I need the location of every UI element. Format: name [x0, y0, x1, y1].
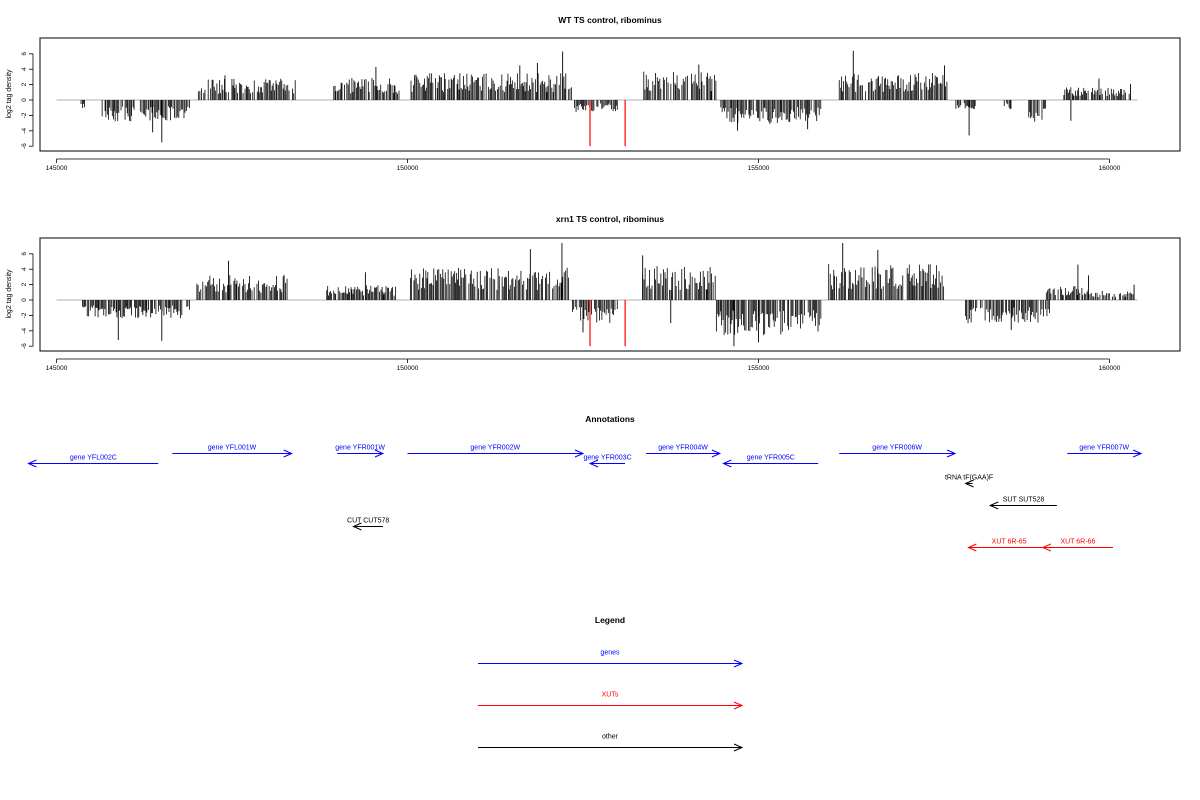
feature-arrow-head — [27, 459, 37, 468]
feature-label: gene YFR007W — [1079, 445, 1129, 452]
feature-label: tRNA tF(GAA)F — [945, 475, 993, 482]
feature-label: SUT SUT528 — [1003, 497, 1045, 504]
legend-arrow-head — [733, 659, 744, 668]
legend-arrow-head — [733, 743, 744, 752]
feature-arrow-head — [352, 522, 362, 531]
feature-arrow-head — [283, 449, 293, 458]
y-tick-label: 6 — [21, 252, 28, 256]
wt-track-axes: 6 4 2 0 -2 -4 -6 145000 150000 155000 160000 — [21, 52, 1121, 172]
y-tick-label: -4 — [21, 328, 28, 334]
x-tick-label: 160000 — [1099, 365, 1121, 372]
feature-label: XUT 6R-65 — [992, 539, 1027, 546]
xrn1-track-ylabel: log2 tag density — [6, 269, 13, 319]
wt-track-panel: WT TS control, ribominus log2 tag densit… — [6, 15, 1181, 172]
xrn1-track-plot-frame — [39, 237, 1181, 352]
y-tick-label: 0 — [21, 98, 28, 102]
feature-arrow-head — [374, 449, 385, 458]
feature-label: gene YFL001W — [208, 445, 257, 452]
feature-label: XUT 6R-66 — [1060, 539, 1095, 546]
feature-label: gene YFR005C — [747, 455, 795, 462]
feature-label: gene YFR003C — [584, 455, 632, 462]
feature-arrow-head — [1041, 543, 1052, 552]
legend-panel: Legend genes XUTs other — [478, 615, 744, 752]
y-tick-label: -4 — [21, 128, 28, 134]
feature-arrow-head — [946, 449, 957, 458]
feature-label: gene YFR006W — [872, 445, 922, 452]
y-tick-label: 2 — [21, 82, 28, 86]
legend-label: XUTs — [602, 692, 619, 699]
x-tick-label: 145000 — [46, 365, 68, 372]
y-tick-label: -2 — [21, 312, 28, 318]
x-tick-label: 160000 — [1099, 165, 1121, 172]
legend-items: genes XUTs other — [478, 650, 744, 752]
x-tick-label: 150000 — [397, 165, 419, 172]
feature-label: gene YFL002C — [70, 455, 117, 462]
xrn1-track-panel: xrn1 TS control, ribominus log2 tag dens… — [6, 214, 1181, 372]
x-tick-label: 155000 — [748, 365, 770, 372]
annotations-title: Annotations — [585, 414, 635, 424]
y-tick-label: 4 — [21, 267, 28, 271]
y-tick-label: -6 — [21, 143, 28, 149]
feature-label: gene YFR004W — [658, 445, 708, 452]
feature-arrow-head — [1132, 449, 1143, 458]
y-tick-label: 6 — [21, 52, 28, 56]
wt-track-ylabel: log2 tag density — [6, 69, 13, 119]
x-tick-label: 155000 — [748, 165, 770, 172]
y-tick-label: 2 — [21, 282, 28, 286]
y-tick-label: -6 — [21, 343, 28, 349]
y-tick-label: -2 — [21, 112, 28, 118]
feature-arrow-head — [722, 459, 732, 468]
x-tick-label: 150000 — [397, 365, 419, 372]
feature-arrow-head — [988, 501, 999, 510]
feature-arrow-head — [574, 449, 585, 458]
legend-label: genes — [600, 650, 620, 657]
legend-label: other — [602, 734, 619, 741]
x-tick-label: 145000 — [46, 165, 68, 172]
wt-track-bars — [56, 50, 1138, 147]
y-tick-label: 0 — [21, 298, 28, 302]
feature-arrow-head — [964, 479, 974, 488]
legend-title: Legend — [595, 615, 625, 625]
xrn1-track-axes: 6 4 2 0 -2 -4 -6 145000 150000 155000 160000 — [21, 252, 1121, 372]
feature-arrow-head — [588, 459, 599, 468]
xrn1-track-title: xrn1 TS control, ribominus — [556, 214, 664, 224]
feature-arrow-head — [711, 449, 722, 458]
legend-arrow-head — [733, 701, 744, 710]
xrn1-track-bars — [56, 243, 1138, 347]
feature-arrow-head — [967, 543, 977, 552]
annotation-features: gene YFL002C gene YFL001W gene YFR001W gene… — [27, 445, 1143, 552]
feature-label: gene YFR001W — [335, 445, 385, 452]
y-tick-label: 4 — [21, 67, 28, 71]
feature-label: gene YFR002W — [470, 445, 520, 452]
wt-track-plot-frame — [39, 37, 1181, 152]
feature-label: CUT CUT578 — [347, 518, 389, 525]
wt-track-title: WT TS control, ribominus — [558, 15, 662, 25]
